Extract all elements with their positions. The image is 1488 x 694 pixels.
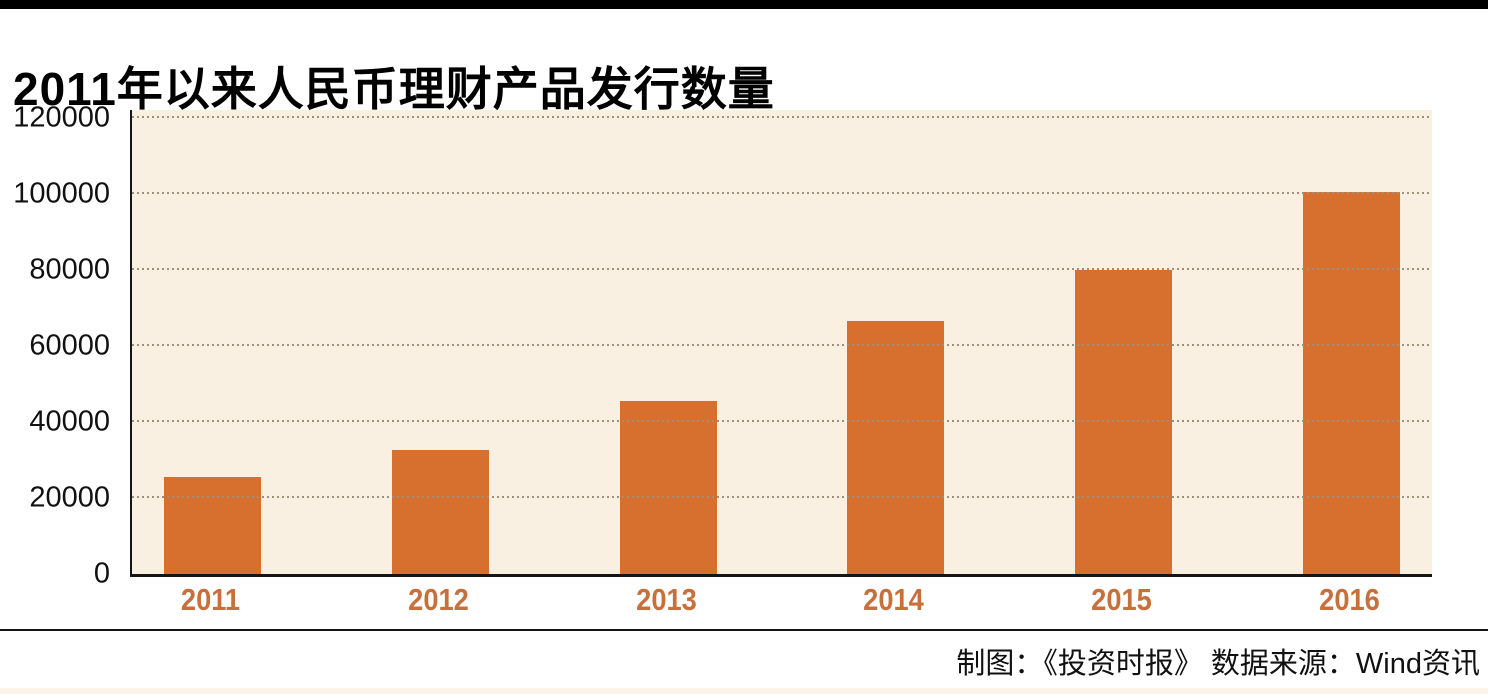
- gridline-80000: [132, 268, 1432, 270]
- bar-2014: [847, 321, 945, 574]
- bottom-accent-strip: [0, 688, 1488, 694]
- chart-title: 2011年以来人民币理财产品发行数量: [13, 62, 775, 115]
- bar-2016: [1302, 192, 1400, 574]
- x-tick-label-2013: 2013: [635, 582, 697, 617]
- bars-layer: [132, 110, 1432, 574]
- y-tick-label-20000: 20000: [29, 481, 110, 514]
- y-tick-label-100000: 100000: [13, 177, 110, 210]
- footer-divider-line: [0, 629, 1488, 631]
- y-tick-label-120000: 120000: [13, 101, 110, 134]
- gridline-40000: [132, 420, 1432, 422]
- bar-2012: [391, 450, 489, 574]
- y-tick-label-0: 0: [93, 557, 110, 590]
- bar-2011: [164, 477, 261, 574]
- credits-text: 制图：《投资时报》 数据来源：Wind资讯: [956, 648, 1480, 680]
- y-tick-label-40000: 40000: [29, 405, 110, 438]
- y-tick-label-80000: 80000: [29, 253, 110, 286]
- gridline-60000: [132, 344, 1432, 346]
- x-axis: 2011 2012 2013 2014 2015 2016: [130, 582, 1430, 624]
- x-tick-label-2011: 2011: [180, 582, 241, 617]
- gridline-100000: [132, 192, 1432, 194]
- y-axis: 0 20000 40000 60000 80000 100000 120000: [0, 102, 116, 590]
- bar-2015: [1075, 270, 1173, 574]
- y-tick-label-60000: 60000: [29, 329, 110, 362]
- gridline-120000: [132, 116, 1432, 118]
- plot-area: [130, 110, 1432, 577]
- gridline-20000: [132, 496, 1432, 498]
- x-tick-label-2012: 2012: [407, 582, 469, 617]
- top-accent-bar: [0, 0, 1488, 9]
- x-tick-label-2016: 2016: [1319, 582, 1380, 617]
- x-tick-label-2015: 2015: [1091, 582, 1153, 617]
- bar-2013: [619, 401, 717, 574]
- x-tick-label-2014: 2014: [863, 582, 925, 617]
